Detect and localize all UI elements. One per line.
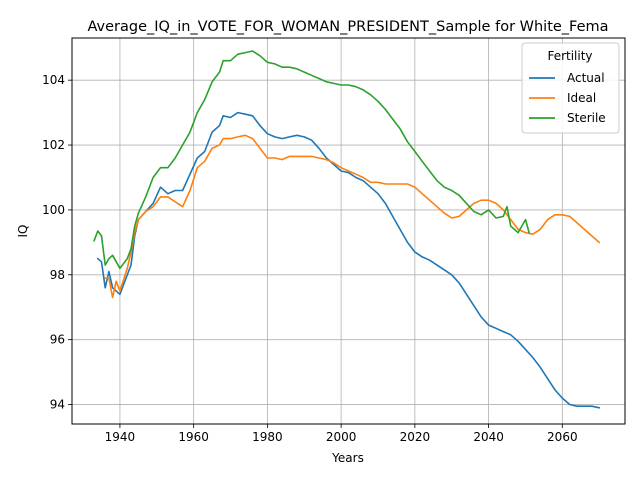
y-tick-label: 96 <box>50 333 65 347</box>
x-tick-label: 1960 <box>178 430 209 444</box>
x-tick-label: 2040 <box>473 430 504 444</box>
series-line-actual <box>96 111 601 409</box>
x-tick-label: 2020 <box>400 430 431 444</box>
x-axis-label: Years <box>331 451 364 465</box>
legend-label-actual: Actual <box>567 71 605 85</box>
x-tick-label: 1980 <box>252 430 283 444</box>
legend-label-sterile: Sterile <box>567 111 606 125</box>
y-tick-label: 94 <box>50 398 65 412</box>
y-axis-label: IQ <box>16 225 30 238</box>
chart-title: Average_IQ_in_VOTE_FOR_WOMAN_PRESIDENT_S… <box>87 19 608 35</box>
y-tick-label: 100 <box>42 203 65 217</box>
x-tick-label: 2000 <box>326 430 357 444</box>
y-tick-label: 102 <box>42 138 65 152</box>
series-line-sterile <box>93 50 531 270</box>
y-tick-label: 98 <box>50 268 65 282</box>
y-axis: 94 96 98 100 102 104 <box>42 73 72 412</box>
legend-title: Fertility <box>547 49 592 63</box>
x-axis: 1940 1960 1980 2000 2020 2040 2060 <box>105 424 578 444</box>
plot-frame <box>71 37 626 425</box>
legend-label-ideal: Ideal <box>567 91 596 105</box>
y-tick-label: 104 <box>42 73 65 87</box>
x-tick-label: 1940 <box>105 430 136 444</box>
legend: Fertility Actual Ideal Sterile <box>521 42 620 134</box>
series-line-ideal <box>104 134 601 299</box>
series-layer <box>93 50 601 409</box>
x-tick-label: 2060 <box>547 430 578 444</box>
grid <box>72 38 625 424</box>
legend-box <box>521 42 620 134</box>
legend-entries: Actual Ideal Sterile <box>529 71 606 125</box>
